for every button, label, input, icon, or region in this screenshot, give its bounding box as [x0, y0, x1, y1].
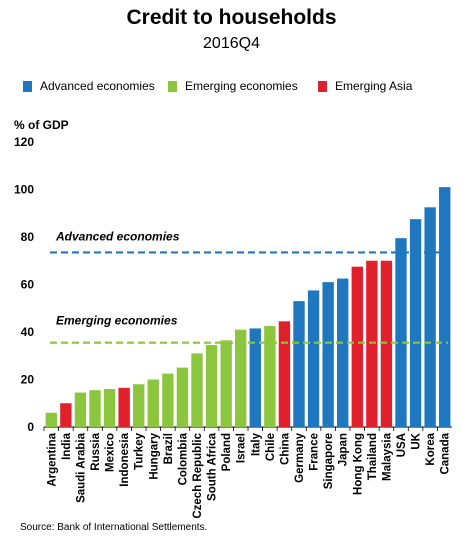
legend-item-advanced: Advanced economies — [23, 79, 155, 93]
x-tick-label: Turkey — [134, 432, 146, 469]
bar — [118, 387, 130, 427]
bar — [366, 260, 378, 427]
x-tick-label: Korea — [425, 432, 437, 465]
bar — [293, 301, 305, 427]
bar — [162, 373, 174, 427]
x-tick-label: Argentina — [46, 432, 58, 486]
reference-line-label: Emerging economies — [56, 314, 178, 328]
bar — [45, 412, 57, 427]
x-tick-label: Israel — [236, 433, 248, 463]
bar — [337, 278, 349, 427]
x-tick-label: Indonesia — [119, 432, 131, 486]
x-tick-label: USA — [396, 433, 408, 457]
x-tick-label: Germany — [294, 432, 306, 482]
bar — [147, 379, 159, 427]
x-tick-label: Mexico — [105, 433, 117, 472]
legend-label-asia: Emerging Asia — [335, 79, 413, 93]
x-tick-label: China — [279, 432, 291, 465]
y-tick-label: 20 — [21, 373, 35, 387]
reference-line-label: Advanced economies — [55, 229, 180, 243]
x-tick-label: Malaysia — [381, 432, 393, 481]
x-tick-label: Hong Kong — [352, 433, 364, 495]
x-tick-label: Saudi Arabia — [75, 432, 87, 502]
bar — [249, 328, 261, 427]
x-tick-label: Hungary — [148, 432, 160, 479]
x-tick-label: India — [61, 432, 73, 459]
x-tick-label: Poland — [221, 433, 233, 471]
bar — [191, 353, 203, 427]
bar — [278, 321, 291, 427]
y-tick-label: 0 — [27, 420, 34, 434]
legend-item-asia: Emerging Asia — [318, 79, 412, 93]
bar — [395, 238, 407, 427]
bar — [60, 403, 72, 427]
x-tick-label: Singapore — [323, 433, 335, 489]
legend-label-advanced: Advanced economies — [40, 79, 155, 93]
x-tick-label: Czech Republic — [192, 432, 204, 518]
bar — [264, 326, 276, 427]
x-tick-label: France — [309, 433, 321, 471]
x-tick-label: Japan — [338, 433, 350, 466]
legend-swatch-advanced — [23, 80, 32, 92]
y-tick-label: 80 — [21, 230, 35, 244]
x-tick-label: Italy — [250, 432, 262, 456]
y-tick-label: 100 — [14, 183, 34, 197]
bar — [307, 290, 320, 427]
legend-swatch-emerging — [168, 80, 177, 92]
y-axis-label: % of GDP — [14, 118, 69, 132]
bar — [133, 384, 145, 427]
bar — [220, 340, 232, 427]
legend: Advanced economies Emerging economies Em… — [0, 79, 463, 97]
legend-label-emerging: Emerging economies — [185, 79, 298, 93]
bar — [380, 260, 393, 427]
legend-item-emerging: Emerging economies — [168, 79, 298, 93]
x-tick-label: Thailand — [367, 433, 379, 480]
chart-subtitle: 2016Q4 — [203, 35, 260, 52]
x-tick-label: South Africa — [207, 432, 219, 501]
bar — [176, 367, 189, 427]
bar — [103, 389, 116, 427]
y-tick-label: 120 — [14, 135, 34, 149]
legend-swatch-asia — [318, 80, 327, 92]
x-tick-label: Chile — [265, 433, 277, 461]
x-tick-label: Brazil — [163, 433, 175, 464]
x-tick-label: UK — [411, 432, 423, 449]
bar — [74, 392, 87, 427]
chart-title: Credit to households — [126, 6, 337, 29]
bar — [89, 390, 101, 427]
bar — [322, 282, 334, 427]
x-tick-label: Canada — [440, 432, 452, 474]
x-tick-label: Russia — [90, 432, 102, 470]
bar — [205, 345, 218, 427]
bar — [439, 187, 451, 427]
y-tick-label: 60 — [21, 278, 35, 292]
source-note: Source: Bank of International Settlement… — [20, 522, 208, 533]
bar — [235, 329, 247, 427]
y-tick-label: 40 — [21, 325, 35, 339]
bar — [351, 266, 363, 427]
x-tick-label: Colombia — [177, 432, 189, 485]
bar — [409, 219, 422, 427]
bar — [424, 207, 436, 427]
